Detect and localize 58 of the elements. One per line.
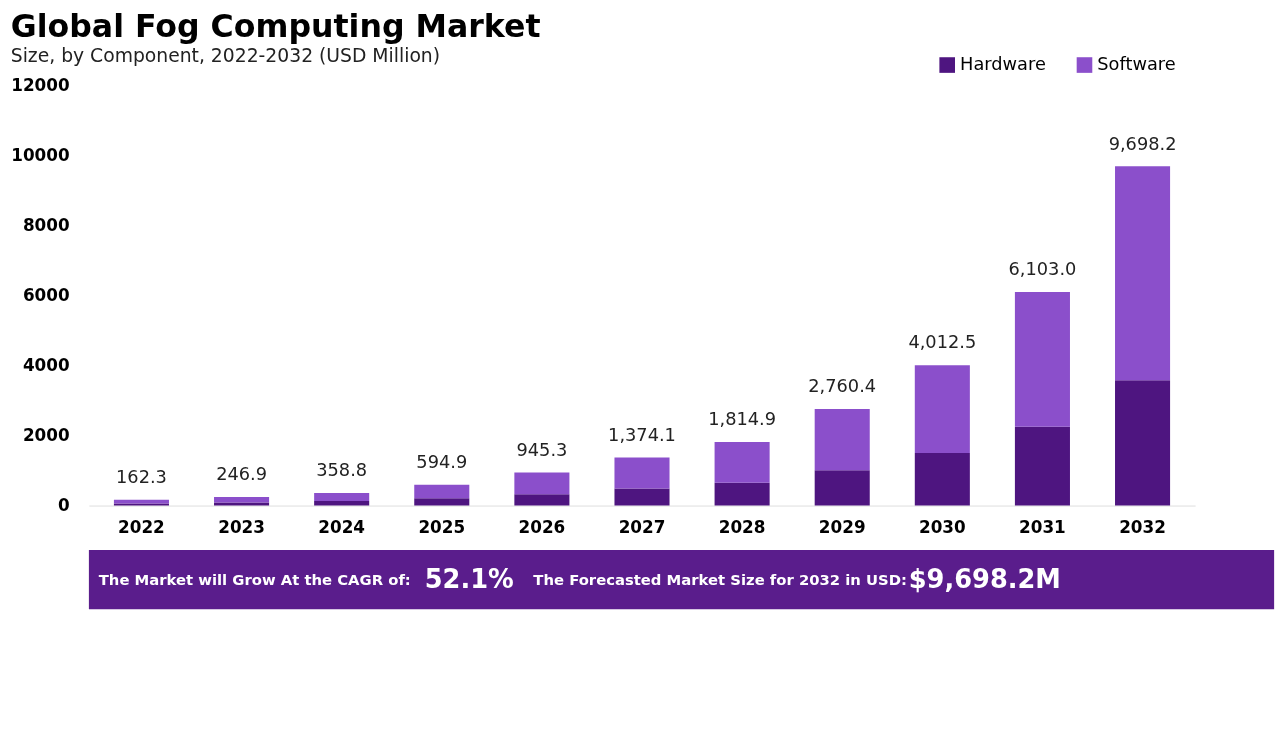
total-label: 2,760.4 bbox=[808, 376, 877, 397]
total-label: 1,374.1 bbox=[608, 424, 676, 445]
total-label: 4,012.5 bbox=[908, 332, 977, 353]
y-tick-label: 0 bbox=[57, 494, 70, 515]
x-tick-label: 2022 bbox=[118, 516, 165, 537]
y-tick-label: 2000 bbox=[22, 425, 70, 446]
x-tick-label: 2025 bbox=[418, 516, 466, 537]
bar bbox=[214, 496, 270, 503]
bar bbox=[914, 453, 970, 506]
bar bbox=[1115, 166, 1171, 381]
bar bbox=[814, 470, 870, 506]
legend-label: Software bbox=[1097, 53, 1176, 74]
total-label: 1,814.9 bbox=[708, 409, 777, 430]
total-label: 358.8 bbox=[316, 460, 368, 481]
bar bbox=[714, 442, 770, 483]
x-tick-label: 2030 bbox=[918, 516, 966, 537]
total-label: 6,103.0 bbox=[1008, 259, 1077, 280]
x-tick-label: 2024 bbox=[318, 516, 366, 537]
y-tick-label: 4000 bbox=[22, 355, 70, 376]
bar bbox=[714, 482, 770, 506]
y-tick-label: 8000 bbox=[22, 215, 70, 236]
x-tick-label: 2028 bbox=[718, 516, 766, 537]
chart-title: Global Fog Computing Market bbox=[10, 8, 541, 45]
total-label: 594.9 bbox=[416, 451, 468, 472]
bar bbox=[514, 494, 570, 506]
bar bbox=[614, 488, 670, 506]
bar bbox=[414, 498, 470, 506]
total-label: 162.3 bbox=[116, 467, 167, 488]
legend-label: Hardware bbox=[960, 53, 1046, 74]
x-tick-label: 2026 bbox=[518, 516, 566, 537]
text: The Market will Grow At the CAGR of: bbox=[98, 570, 411, 588]
chart-subtitle: Size, by Component, 2022-2032 (USD Million) bbox=[10, 45, 441, 67]
x-tick-label: 2031 bbox=[1019, 516, 1066, 537]
x-tick-label: 2023 bbox=[218, 516, 265, 537]
bar bbox=[1115, 380, 1171, 506]
bar bbox=[1014, 426, 1070, 506]
y-tick-label: 6000 bbox=[22, 285, 70, 306]
bar bbox=[814, 408, 870, 471]
total-label: 9,698.2 bbox=[1108, 133, 1177, 154]
bar bbox=[914, 365, 970, 454]
bar bbox=[414, 484, 470, 499]
bar bbox=[1014, 292, 1070, 427]
y-tick-label: 12000 bbox=[11, 75, 70, 96]
text: The Forecasted Market Size for 2032 in USD: bbox=[533, 570, 907, 588]
y-tick-label: 10000 bbox=[11, 145, 70, 166]
x-tick-label: 2027 bbox=[618, 516, 666, 537]
bar bbox=[314, 493, 370, 501]
text: $9,698.2M bbox=[908, 563, 1061, 594]
bar bbox=[514, 472, 570, 495]
x-tick-label: 2032 bbox=[1119, 516, 1166, 537]
total-label: 945.3 bbox=[516, 439, 568, 460]
text: 52.1% bbox=[424, 563, 514, 594]
bar bbox=[214, 502, 270, 506]
x-tick-label: 2029 bbox=[818, 516, 866, 537]
total-label: 246.9 bbox=[216, 464, 267, 485]
bar bbox=[314, 501, 370, 506]
bar bbox=[113, 503, 169, 506]
bar bbox=[614, 457, 670, 489]
